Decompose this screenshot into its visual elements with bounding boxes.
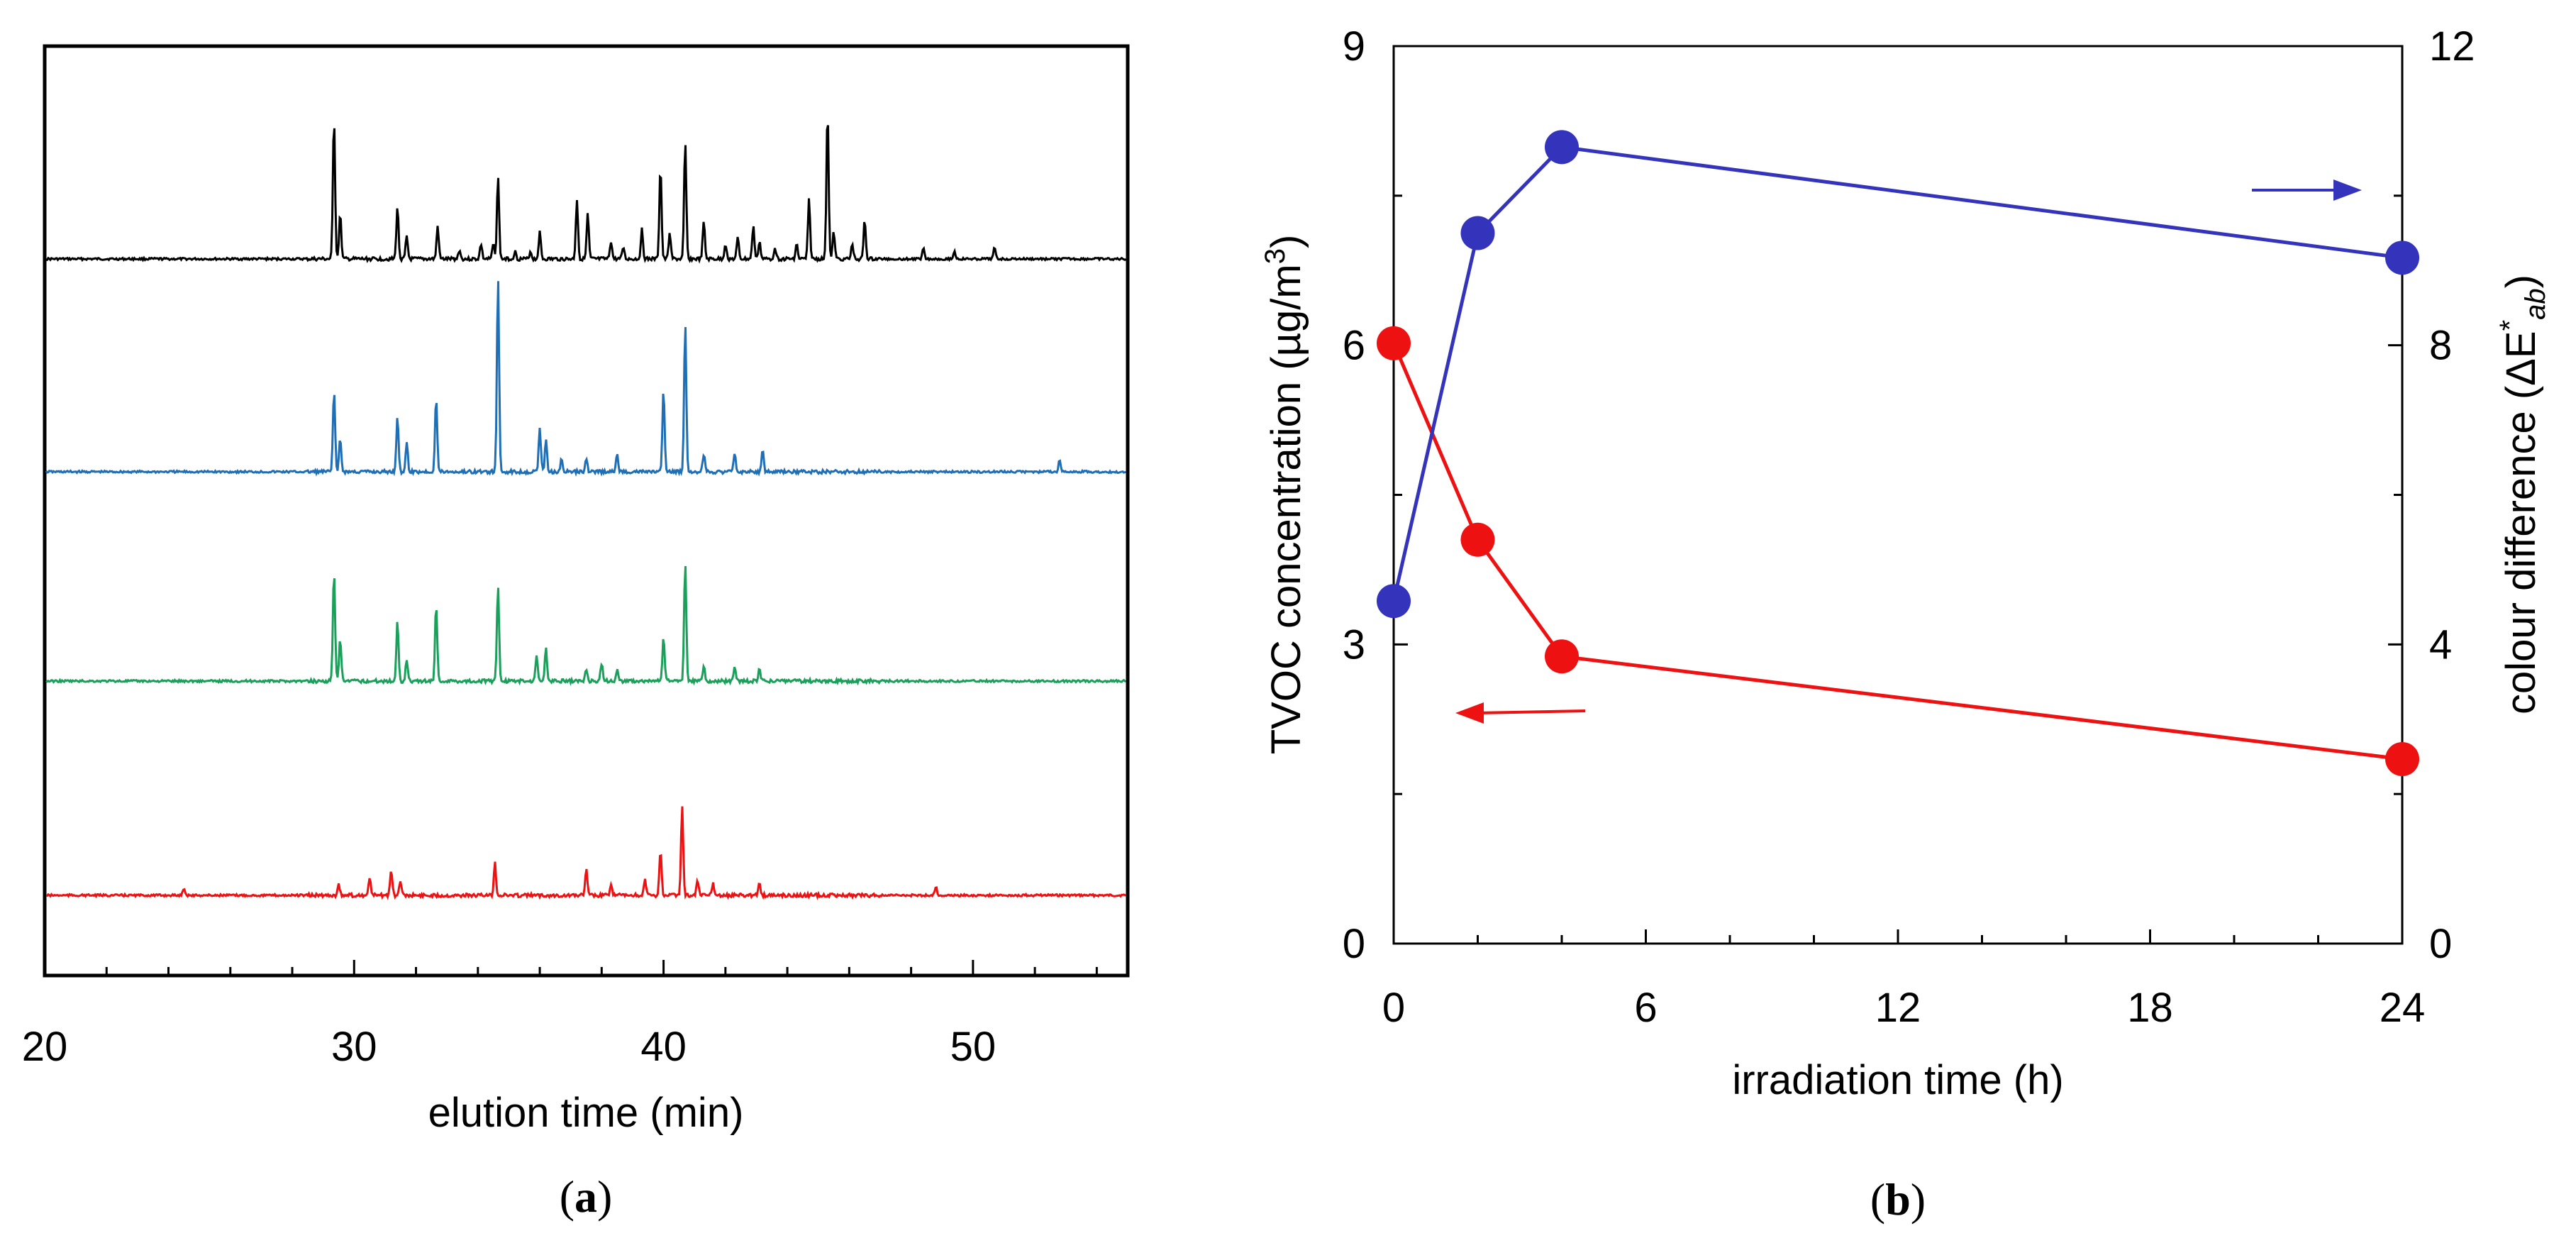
panel-a-label: (a) (560, 1171, 613, 1222)
colour difference-point (2385, 241, 2419, 275)
b-x-axis-title: irradiation time (h) (1732, 1057, 2063, 1103)
b-left-tick-label: 3 (1343, 621, 1365, 668)
panel-a-x-ticks (43, 960, 1098, 976)
b-left-tick-label: 0 (1343, 921, 1365, 967)
panel-b-frame (1392, 45, 2404, 945)
trace-green (45, 565, 1126, 687)
chromatogram-panel: 20 30 40 50 elution time (min) (a) (22, 44, 1130, 1222)
a-x-tick-label: 20 (22, 1024, 68, 1070)
TVOC concentration-point (1545, 639, 1579, 674)
b-right-tick-label: 0 (2429, 921, 2452, 967)
TVOC concentration-line (1392, 342, 2403, 761)
b-left-tick-labels: 0 3 6 9 (1343, 23, 1365, 967)
trace-black (45, 125, 1127, 264)
left-axis-arrow (1455, 702, 1586, 724)
trace-red (45, 806, 1127, 900)
trace-blue (45, 281, 1126, 477)
b-right-tick-label: 8 (2429, 323, 2452, 369)
chromatogram-traces (45, 125, 1127, 900)
TVOC concentration-point (1377, 326, 1411, 360)
a-x-tick-label: 50 (950, 1024, 996, 1070)
colour difference-point (1377, 584, 1411, 619)
colour difference-line (1392, 145, 2403, 602)
b-x-tick-label: 6 (1634, 985, 1657, 1031)
panel-b-label: (b) (1870, 1174, 1926, 1225)
b-right-tick-label: 4 (2429, 621, 2452, 668)
b-right-tick-labels: 0 4 8 12 (2429, 23, 2475, 967)
b-x-tick-label: 24 (2380, 985, 2426, 1031)
a-x-axis-title: elution time (min) (428, 1090, 744, 1136)
panel-a-frame (43, 44, 1130, 978)
b-right-axis-title: colour difference (ΔE*ab) (2494, 275, 2551, 714)
b-x-tick-label: 0 (1382, 985, 1405, 1031)
a-x-tick-label: 30 (331, 1024, 377, 1070)
b-left-tick-label: 9 (1343, 23, 1365, 70)
b-right-tick-label: 12 (2429, 23, 2475, 70)
TVOC concentration-point (2385, 741, 2419, 776)
colour difference-point (1460, 216, 1495, 250)
a-x-tick-label: 40 (640, 1024, 687, 1070)
TVOC concentration-point (1460, 522, 1495, 557)
b-left-axis-title: TVOC concentration (µg/m3) (1260, 235, 1309, 755)
irradiation-panel: 0 6 12 18 24 0 3 6 9 0 4 8 12 irradiatio… (1260, 23, 2551, 1225)
panel-b-ticks (1392, 45, 2404, 945)
panel-a-x-tick-labels: 20 30 40 50 (22, 1024, 996, 1070)
b-x-tick-label: 18 (2127, 985, 2173, 1031)
colour difference-point (1545, 130, 1579, 165)
b-x-tick-labels: 0 6 12 18 24 (1382, 985, 2425, 1031)
b-x-tick-label: 12 (1875, 985, 1921, 1031)
b-left-tick-label: 6 (1343, 323, 1365, 369)
right-axis-arrow (2252, 179, 2362, 201)
panel-b-series (1377, 130, 2419, 776)
